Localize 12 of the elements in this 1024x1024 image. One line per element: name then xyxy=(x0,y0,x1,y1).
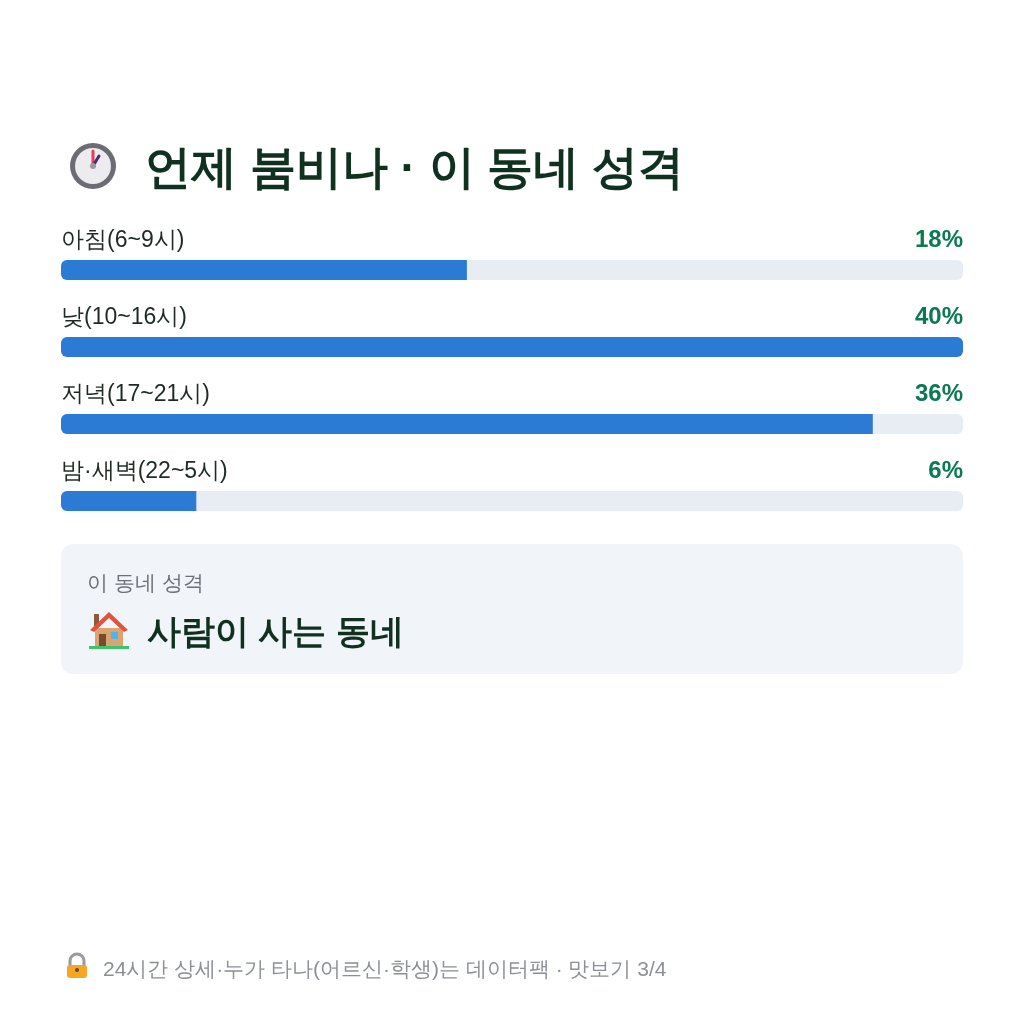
category-label: 밤·새벽(22~5시) xyxy=(61,457,228,483)
value-label: 36% xyxy=(914,379,963,406)
value-label: 6% xyxy=(928,456,963,483)
annotation: 이 동네 성격 xyxy=(87,571,204,594)
category-label: 아침(6~9시) xyxy=(61,226,185,252)
value-label: 40% xyxy=(914,302,963,329)
category-label: 저녁(17~21시) xyxy=(61,380,210,406)
value-label: 18% xyxy=(914,225,963,252)
category-label: 낮(10~16시) xyxy=(61,303,187,329)
title: 언제 붐비나 · 이 동네 성격 xyxy=(145,141,685,193)
annotation: 사람이 사는 동네 xyxy=(147,612,404,650)
annotation: 24시간 상세·누가 타나(어르신·학생)는 데이터팩 · 맛보기 3/4 xyxy=(103,957,667,980)
